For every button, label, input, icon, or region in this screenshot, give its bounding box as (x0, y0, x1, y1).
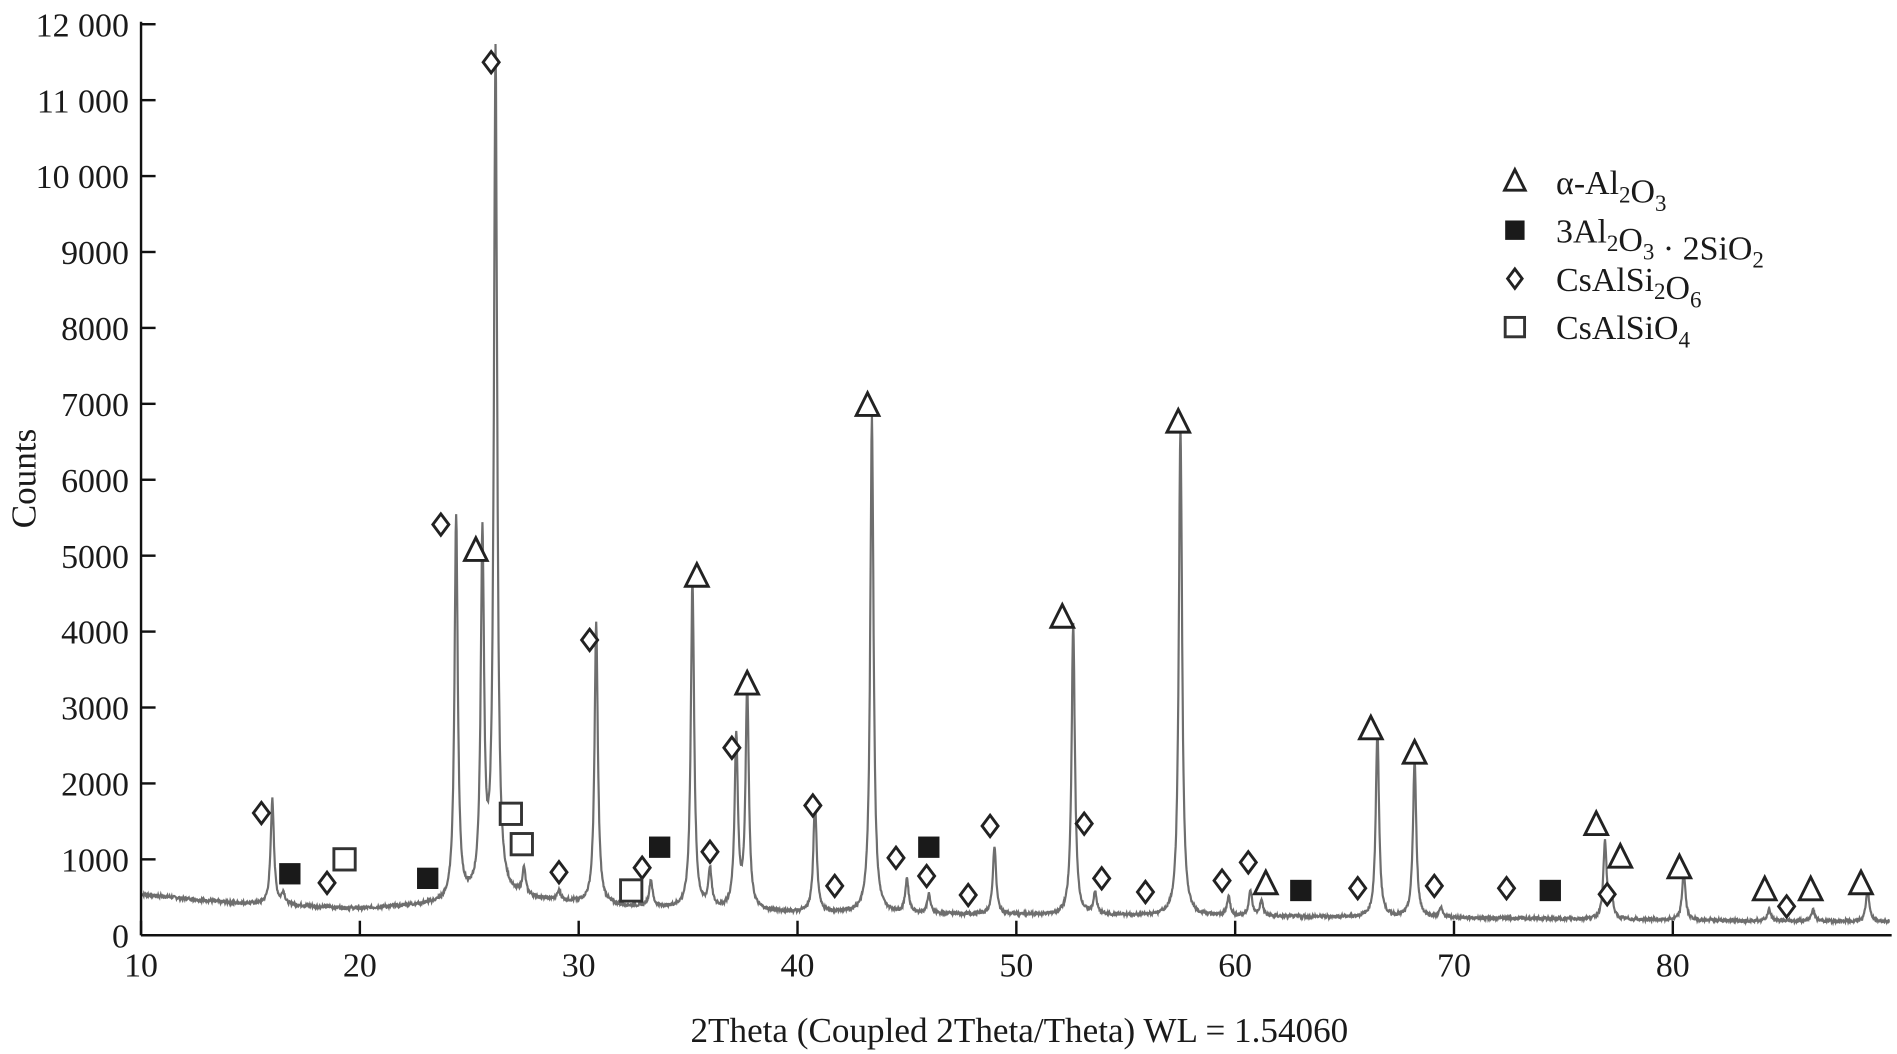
x-tick-label: 20 (343, 947, 377, 984)
csalsi2o6-diamond-marker (886, 844, 906, 871)
csalsi2o6-diamond-marker (481, 49, 501, 76)
csalsio4-open-square-marker (1503, 315, 1527, 339)
csalsi2o6-diamond-marker (1505, 266, 1524, 291)
csalsi2o6-diamond-marker (824, 872, 845, 900)
alpha-al2o3-triangle-marker (683, 560, 711, 588)
y-tick-label: 12 000 (36, 7, 129, 44)
legend-label: α-Al2O3 (1556, 165, 1666, 216)
csalsi2o6-diamond-marker (980, 812, 1000, 840)
y-tick-label: 4000 (61, 615, 129, 652)
csalsi2o6-diamond-marker (1424, 872, 1445, 900)
plot-area (140, 43, 1891, 927)
csalsi2o6-diamond-marker (958, 881, 979, 909)
x-axis-label: 2Theta (Coupled 2Theta/Theta) WL = 1.540… (691, 1011, 1349, 1050)
csalsi2o6-diamond-marker (1091, 865, 1112, 892)
csalsi2o6-diamond-marker (1597, 881, 1617, 908)
alpha-al2o3-triangle-marker (1797, 873, 1825, 902)
mullite-filled-square-marker (1505, 220, 1525, 240)
mullite-filled-square-marker (1290, 879, 1312, 902)
x-tick-label: 30 (562, 947, 596, 984)
alpha-al2o3-triangle-marker (1400, 737, 1429, 765)
alpha-al2o3-triangle-marker (1357, 712, 1385, 741)
x-tick-label: 70 (1437, 947, 1471, 984)
phase-markers (251, 49, 1875, 920)
alpha-al2o3-triangle-marker (462, 534, 490, 562)
mullite-filled-square-marker (648, 836, 671, 858)
alpha-al2o3-triangle-marker (1665, 851, 1694, 880)
csalsi2o6-diamond-marker (549, 859, 569, 886)
csalsi2o6-diamond-marker (1212, 867, 1232, 894)
csalsio4-open-square-marker (498, 801, 523, 826)
x-tick-label: 50 (999, 947, 1033, 984)
legend-label: CsAlSiO4 (1556, 310, 1690, 352)
legend-label: CsAlSi2O6 (1556, 262, 1702, 313)
y-tick-label: 2000 (61, 767, 129, 804)
mullite-filled-square-marker (1539, 879, 1561, 902)
y-tick-label: 6000 (61, 463, 129, 500)
csalsio4-open-square-marker (619, 878, 644, 903)
x-tick-label: 80 (1656, 947, 1690, 984)
csalsi2o6-diamond-marker (579, 626, 600, 654)
y-tick-label: 1000 (61, 842, 129, 879)
y-tick-label: 10 000 (36, 159, 129, 196)
alpha-al2o3-triangle-marker (1751, 873, 1779, 902)
csalsi2o6-diamond-marker (803, 792, 823, 819)
csalsi2o6-diamond-marker (251, 799, 272, 827)
axes: 10 20 30 40 50 60 70 80 0 1000 2000 3000 4000 5000 600… (36, 7, 1892, 984)
csalsi2o6-diamond-marker (916, 862, 937, 890)
alpha-al2o3-triangle-marker (733, 668, 761, 696)
mullite-filled-square-marker (417, 867, 439, 889)
csalsi2o6-diamond-marker (1135, 878, 1156, 906)
y-tick-label: 11 000 (37, 83, 129, 120)
diffraction-pattern-line (140, 43, 1891, 927)
alpha-al2o3-triangle-marker (853, 389, 882, 417)
csalsi2o6-diamond-marker (317, 869, 337, 896)
alpha-al2o3-triangle-marker (1502, 166, 1528, 192)
y-axis-label: Counts (5, 429, 44, 529)
y-tick-label: 7000 (61, 387, 129, 424)
alpha-al2o3-triangle-marker (1164, 406, 1192, 434)
mullite-filled-square-marker (279, 863, 301, 885)
csalsi2o6-diamond-marker (632, 854, 652, 881)
y-tick-label: 3000 (61, 691, 129, 728)
alpha-al2o3-triangle-marker (1847, 867, 1875, 896)
y-tick-label: 0 (112, 918, 129, 955)
mullite-filled-square-marker (918, 836, 940, 858)
x-tick-label: 40 (781, 947, 815, 984)
csalsi2o6-diamond-marker (1074, 810, 1094, 837)
csalsio4-open-square-marker (509, 832, 534, 857)
csalsi2o6-diamond-marker (1347, 875, 1368, 902)
alpha-al2o3-triangle-marker (1582, 808, 1610, 836)
alpha-al2o3-triangle-marker (1606, 841, 1634, 869)
csalsi2o6-diamond-marker (1776, 893, 1797, 920)
y-tick-label: 8000 (61, 311, 129, 348)
csalsi2o6-diamond-marker (431, 511, 451, 538)
csalsi2o6-diamond-marker (1496, 875, 1517, 902)
x-tick-label: 10 (124, 947, 158, 984)
y-tick-label: 9000 (61, 235, 129, 272)
csalsio4-open-square-marker (332, 847, 357, 872)
y-tick-label: 5000 (61, 539, 129, 576)
x-tick-label: 60 (1218, 947, 1252, 984)
legend-label: 3Al2O3 · 2SiO2 (1556, 213, 1764, 272)
csalsi2o6-diamond-marker (722, 734, 742, 761)
alpha-al2o3-triangle-marker (1048, 601, 1076, 629)
alpha-al2o3-triangle-marker (1252, 867, 1280, 896)
csalsi2o6-diamond-marker (1238, 849, 1259, 876)
csalsi2o6-diamond-marker (700, 838, 720, 865)
